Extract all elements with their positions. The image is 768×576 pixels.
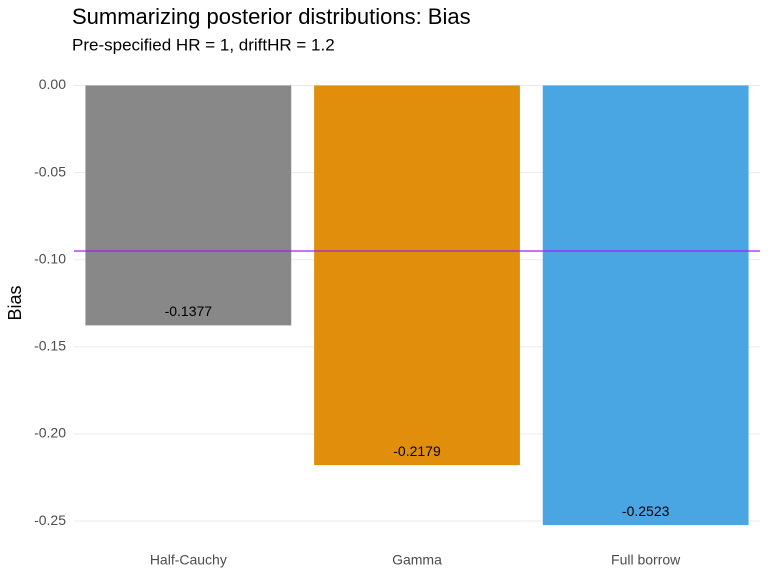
- x-tick-label: Half-Cauchy: [150, 552, 227, 568]
- chart-title: Summarizing posterior distributions: Bia…: [72, 4, 471, 29]
- bar: [314, 85, 520, 466]
- y-tick-label: -0.25: [34, 512, 66, 528]
- y-axis-label: Bias: [5, 285, 25, 320]
- y-tick-label: -0.10: [34, 250, 66, 266]
- x-tick-label: Gamma: [392, 552, 442, 568]
- value-label: -0.2179: [393, 443, 441, 459]
- x-tick-label: Full borrow: [611, 552, 681, 568]
- y-tick-label: -0.20: [34, 425, 66, 441]
- y-tick-label: -0.05: [34, 163, 66, 179]
- chart-subtitle: Pre-specified HR = 1, driftHR = 1.2: [72, 35, 335, 54]
- value-label: -0.1377: [165, 303, 213, 319]
- value-label: -0.2523: [622, 503, 670, 519]
- y-tick-label: 0.00: [39, 76, 66, 92]
- bar: [85, 85, 292, 326]
- bar: [542, 85, 749, 526]
- y-tick-label: -0.15: [34, 338, 66, 354]
